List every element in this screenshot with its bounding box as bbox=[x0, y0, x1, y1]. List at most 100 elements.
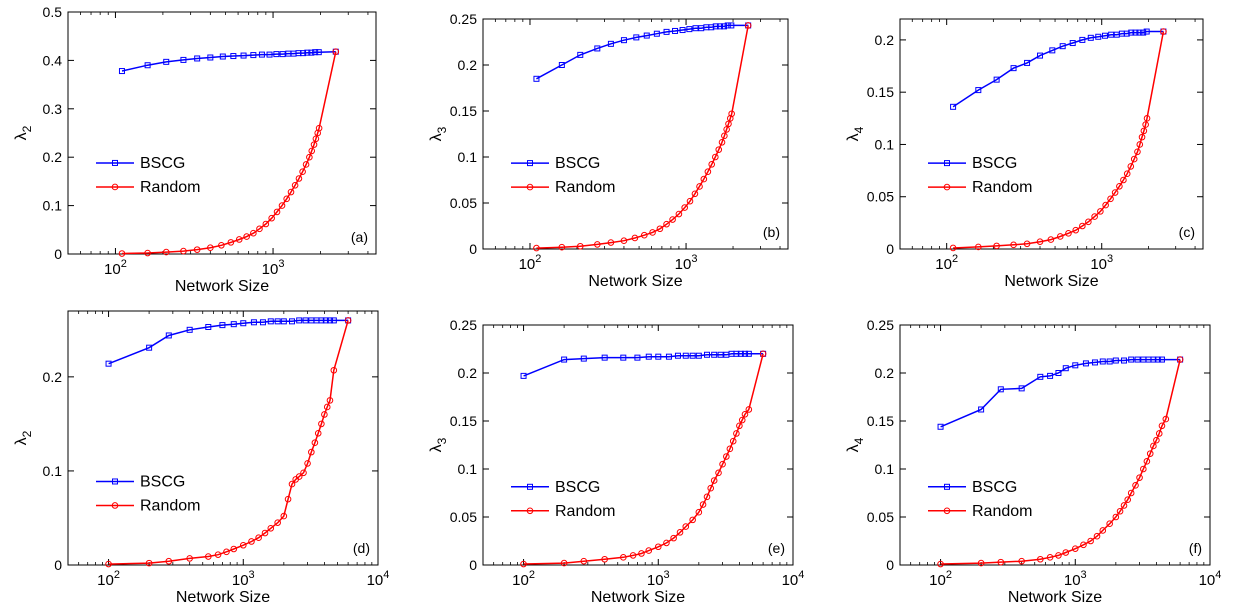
data-point bbox=[1082, 360, 1089, 367]
x-tick-exponent: 2 bbox=[946, 569, 952, 581]
data-point bbox=[997, 386, 1004, 393]
x-tick-base: 10 bbox=[1199, 572, 1216, 589]
data-point bbox=[715, 469, 722, 477]
data-point bbox=[1134, 356, 1141, 363]
data-point bbox=[256, 225, 263, 233]
data-point bbox=[580, 557, 588, 565]
plot-frame bbox=[67, 310, 379, 566]
data-point bbox=[287, 188, 295, 196]
legend: BSCG Random bbox=[88, 468, 223, 521]
data-point bbox=[304, 49, 311, 56]
data-point bbox=[1150, 356, 1157, 363]
data-point bbox=[975, 87, 982, 94]
data-point bbox=[314, 429, 322, 437]
data-point bbox=[1079, 222, 1086, 230]
x-tick-exponent: 4 bbox=[798, 569, 804, 581]
y-tick-label: 0.25 bbox=[867, 317, 894, 333]
data-point bbox=[323, 403, 331, 411]
data-point bbox=[1107, 195, 1114, 203]
data-point bbox=[1140, 465, 1147, 473]
data-point bbox=[330, 317, 337, 324]
data-point bbox=[741, 410, 749, 418]
y-axis-label-base: λ bbox=[13, 132, 30, 140]
data-point bbox=[663, 539, 670, 547]
data-point bbox=[663, 28, 670, 35]
data-point bbox=[274, 318, 281, 325]
data-point bbox=[634, 354, 641, 361]
data-point bbox=[695, 352, 702, 359]
data-point bbox=[304, 460, 311, 467]
data-point bbox=[105, 360, 112, 367]
legend-label-bscg: BSCG bbox=[972, 479, 1017, 496]
y-tick-label: 0.15 bbox=[450, 413, 477, 429]
x-tick-base: 10 bbox=[675, 256, 692, 273]
data-point bbox=[716, 23, 723, 30]
series-line-random bbox=[953, 31, 1165, 249]
legend-box bbox=[920, 473, 1055, 526]
data-point bbox=[163, 58, 170, 65]
legend-label-bscg: BSCG bbox=[140, 473, 185, 490]
x-tick-exponent: 4 bbox=[383, 569, 389, 581]
data-point bbox=[1124, 496, 1132, 504]
x-tick-exponent: 2 bbox=[535, 253, 541, 265]
data-point bbox=[1123, 170, 1131, 178]
y-tick-label: 0.25 bbox=[450, 11, 477, 27]
data-point bbox=[633, 34, 640, 41]
data-point bbox=[315, 124, 323, 132]
legend-label-bscg: BSCG bbox=[555, 155, 600, 172]
data-point bbox=[326, 397, 334, 404]
data-point bbox=[950, 103, 957, 110]
y-axis-label-base: λ bbox=[428, 133, 445, 141]
data-point bbox=[601, 354, 608, 361]
y-axis-label: λ2 bbox=[13, 430, 34, 445]
data-point bbox=[330, 366, 338, 374]
data-point bbox=[620, 237, 628, 245]
x-axis-label: Network Size bbox=[175, 278, 269, 295]
x-tick-base: 10 bbox=[512, 572, 529, 589]
data-point bbox=[594, 45, 601, 52]
legend: BSCG Random bbox=[503, 150, 638, 203]
data-point bbox=[703, 493, 711, 501]
legend-swatch-marker bbox=[943, 507, 951, 515]
data-point bbox=[180, 56, 187, 63]
data-point bbox=[576, 242, 584, 250]
legend-box bbox=[503, 150, 638, 203]
legend-label-random: Random bbox=[140, 497, 200, 514]
legend-label-random: Random bbox=[140, 179, 200, 196]
data-point bbox=[718, 138, 726, 146]
data-point bbox=[250, 52, 257, 59]
data-point bbox=[682, 352, 689, 359]
x-tick-base: 10 bbox=[1090, 256, 1107, 273]
legend-label-bscg: BSCG bbox=[555, 479, 600, 496]
data-point bbox=[620, 354, 627, 361]
data-point bbox=[1155, 430, 1163, 437]
data-point bbox=[311, 439, 319, 447]
data-point bbox=[1106, 520, 1113, 528]
data-point bbox=[1138, 133, 1146, 141]
y-tick-label: 0 bbox=[54, 557, 62, 573]
legend-swatch-marker bbox=[527, 483, 533, 490]
data-point bbox=[1123, 30, 1130, 37]
data-point bbox=[274, 519, 281, 526]
plot-frame bbox=[899, 324, 1211, 566]
legend-box bbox=[88, 149, 223, 202]
series-line-bscg bbox=[940, 358, 1181, 428]
data-point bbox=[240, 52, 247, 59]
data-point bbox=[726, 445, 734, 453]
y-tick-label: 0.05 bbox=[450, 195, 477, 211]
data-point bbox=[1049, 47, 1056, 54]
y-tick-label: 0.1 bbox=[875, 461, 895, 477]
data-point bbox=[1093, 532, 1101, 540]
data-point bbox=[1091, 213, 1098, 220]
data-point bbox=[1056, 233, 1064, 240]
data-point bbox=[726, 115, 734, 122]
x-tick-label: 103 bbox=[1064, 569, 1087, 589]
y-axis-label: λ4 bbox=[845, 126, 866, 141]
x-tick-exponent: 2 bbox=[529, 569, 535, 581]
data-point bbox=[1087, 537, 1094, 545]
x-tick-exponent: 3 bbox=[691, 253, 697, 265]
data-point bbox=[674, 352, 681, 359]
y-tick-label: 0.1 bbox=[458, 149, 478, 165]
